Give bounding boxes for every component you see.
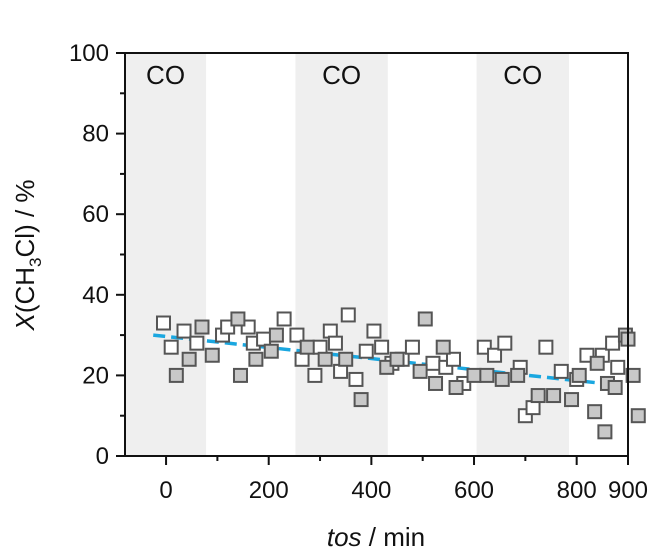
data-point-s1-12 (353, 392, 369, 408)
band-label-0: CO (146, 60, 185, 90)
y-axis-title-italic: X (10, 312, 40, 332)
y-tick-labels: 0 20 40 60 80 100 (69, 40, 109, 470)
data-point-s1-8 (268, 327, 284, 343)
x-tick-label-0: 0 (159, 477, 172, 504)
data-point-s0-12 (307, 367, 323, 383)
y-axis-title-part-b: Cl) / % (10, 179, 40, 257)
data-point-s0-27 (445, 351, 461, 367)
data-point-s0-40 (605, 335, 621, 351)
x-tick-label-1: 200 (249, 477, 289, 504)
data-point-s1-28 (587, 404, 603, 420)
data-point-s0-35 (538, 339, 554, 355)
data-point-s1-21 (479, 367, 495, 383)
data-point-s0-9 (276, 311, 292, 327)
data-point-s1-4 (230, 311, 246, 327)
data-point-s1-16 (417, 311, 433, 327)
band-label-1: CO (322, 60, 361, 90)
y-tick-label-0: 0 (96, 443, 109, 470)
data-point-s1-5 (232, 367, 248, 383)
data-point-s0-8 (256, 331, 272, 347)
data-point-s1-36 (630, 408, 646, 424)
data-point-s1-35 (625, 367, 641, 383)
data-point-s1-23 (510, 367, 526, 383)
y-tick-label-4: 80 (82, 121, 109, 148)
y-axis-title-subscript: 3 (26, 257, 45, 266)
data-point-s0-11 (294, 351, 310, 367)
x-axis-title: tos / min (327, 522, 425, 552)
data-point-s0-24 (404, 339, 420, 355)
data-point-s0-25 (425, 355, 441, 371)
band-0 (125, 53, 207, 456)
data-point-s1-2 (194, 319, 210, 335)
data-point-s0-0 (155, 315, 171, 331)
data-point-s1-30 (597, 424, 613, 440)
data-point-s1-20 (466, 367, 482, 383)
y-tick-label-5: 100 (69, 40, 109, 67)
data-point-s1-19 (448, 379, 464, 395)
band-labels: CO CO CO (146, 60, 542, 90)
data-point-s1-27 (571, 367, 587, 383)
data-point-s0-19 (358, 343, 374, 359)
data-point-s0-2 (176, 323, 192, 339)
data-points (155, 307, 646, 440)
y-tick-label-3: 60 (82, 201, 109, 228)
x-tick-label-2: 400 (351, 477, 391, 504)
x-tick-labels: 0 200 400 600 800 900 (159, 477, 648, 504)
data-point-s1-22 (494, 371, 510, 387)
data-point-s0-3 (189, 335, 205, 351)
data-point-s1-0 (168, 367, 184, 383)
data-point-s1-14 (389, 351, 405, 367)
x-axis-title-rest: / min (362, 522, 426, 552)
data-point-s0-10 (289, 327, 305, 343)
band-label-2: CO (503, 60, 542, 90)
y-tick-label-2: 40 (82, 282, 109, 309)
data-point-s0-34 (525, 400, 541, 416)
data-point-s1-17 (428, 375, 444, 391)
data-point-s0-17 (340, 307, 356, 323)
data-point-s1-6 (248, 351, 264, 367)
data-point-s1-1 (181, 351, 197, 367)
data-point-s1-25 (546, 388, 562, 404)
data-point-s1-9 (299, 339, 315, 355)
data-point-s1-3 (204, 347, 220, 363)
data-point-s1-18 (435, 339, 451, 355)
data-point-s1-32 (607, 379, 623, 395)
data-point-s1-10 (317, 351, 333, 367)
y-axis-title-part-a: (CH (10, 267, 40, 313)
shaded-bands (125, 53, 569, 456)
data-point-s0-14 (322, 323, 338, 339)
data-point-s0-36 (553, 363, 569, 379)
data-point-s0-20 (366, 323, 382, 339)
data-point-s0-41 (610, 359, 626, 375)
plot-frame (124, 52, 629, 457)
data-point-s1-11 (338, 351, 354, 367)
data-point-s0-18 (348, 371, 364, 387)
data-point-s0-21 (374, 339, 390, 355)
data-point-s1-15 (412, 363, 428, 379)
y-axis-title: X(CH3Cl) / % (10, 179, 45, 331)
x-tick-label-4: 800 (557, 477, 597, 504)
data-point-s1-24 (530, 388, 546, 404)
y-tick-label-1: 20 (82, 362, 109, 389)
data-point-s0-30 (487, 347, 503, 363)
x-tick-label-5: 900 (608, 477, 648, 504)
x-axis-title-italic: tos (327, 522, 362, 552)
band-1 (295, 53, 388, 456)
data-point-s0-1 (163, 339, 179, 355)
data-point-s0-16 (333, 363, 349, 379)
x-tick-label-3: 600 (454, 477, 494, 504)
data-point-s0-15 (327, 335, 343, 351)
data-point-s0-13 (312, 339, 328, 355)
data-point-s1-26 (564, 392, 580, 408)
data-point-s1-29 (589, 355, 605, 371)
data-point-s0-31 (497, 335, 513, 351)
data-point-s1-7 (263, 343, 279, 359)
